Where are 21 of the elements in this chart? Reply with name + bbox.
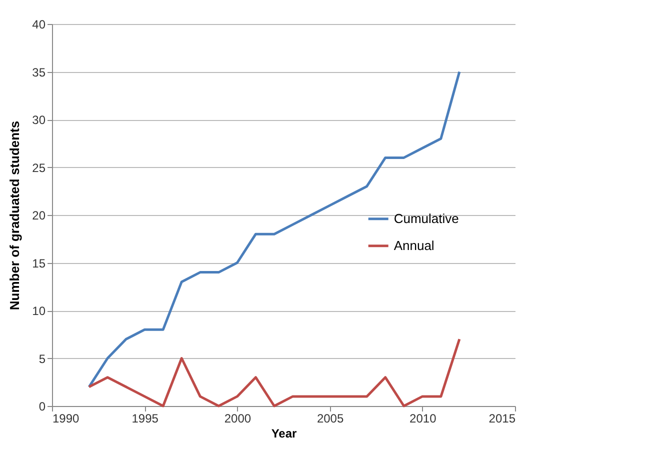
y-tick-label: 40: [32, 18, 46, 32]
y-tick-label: 25: [32, 160, 46, 175]
x-tick-label: 2000: [224, 412, 252, 426]
x-tick-label: 2015: [488, 412, 516, 426]
legend-label: Cumulative: [394, 210, 459, 226]
y-tick-label: 15: [32, 256, 46, 270]
x-tick-label: 1990: [52, 412, 80, 426]
y-axis-title: Number of graduated students: [7, 120, 22, 310]
x-axis-title: Year: [271, 426, 298, 440]
y-tick-label: 5: [38, 352, 46, 366]
y-tick-label: 20: [32, 208, 46, 222]
y-tick-label: 0: [38, 400, 46, 414]
legend-label: Annual: [394, 238, 434, 253]
y-tick-label: 30: [32, 113, 46, 127]
line-series: [88, 338, 461, 408]
x-tick-label: 1995: [132, 412, 159, 426]
x-tick-label: 2005: [316, 412, 344, 426]
y-tick-label: 10: [32, 304, 46, 318]
line-series: [88, 70, 461, 388]
y-tick-label: 35: [32, 65, 46, 80]
x-tick-label: 2010: [410, 412, 437, 426]
